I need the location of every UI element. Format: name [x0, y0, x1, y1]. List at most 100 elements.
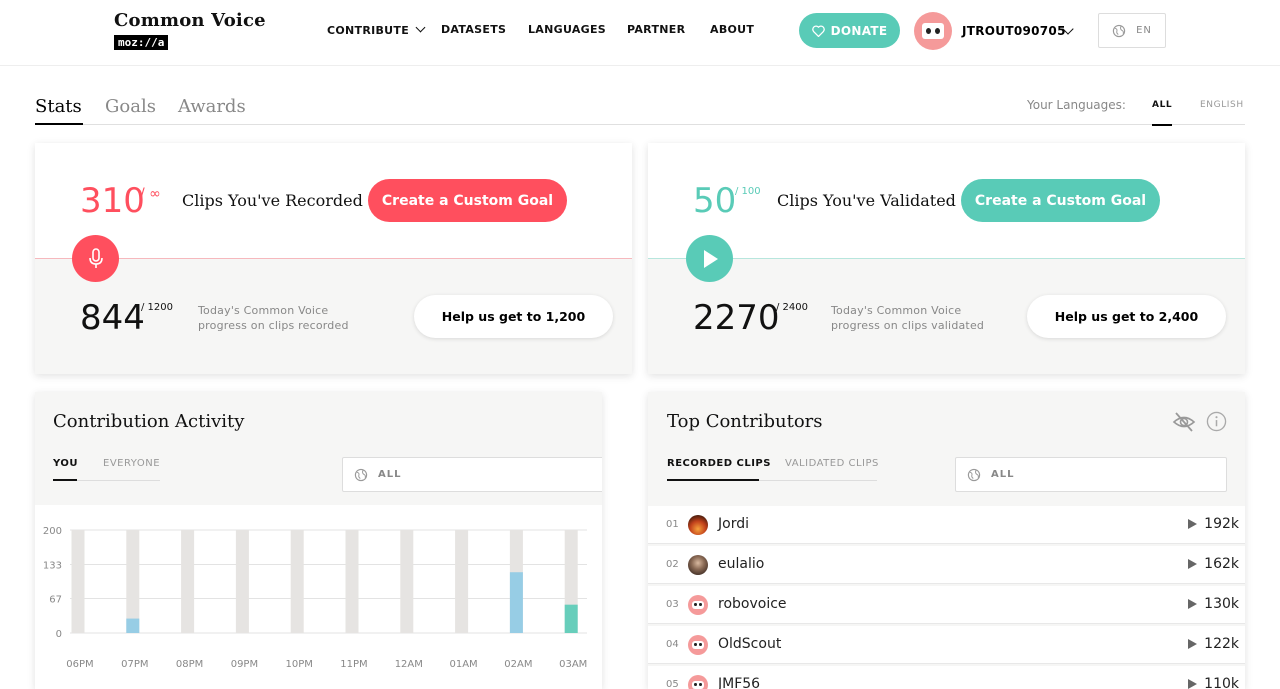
- recorded-desc-line2: progress on clips recorded: [198, 319, 349, 332]
- robot-avatar-icon: [688, 635, 708, 655]
- activity-tab-you[interactable]: YOU: [53, 458, 79, 469]
- activity-chart-area: 200 133 67 0 06PM 07PM 08PM 09PM 10PM 11PM 12AM 01A…: [35, 505, 602, 689]
- chart-y-tick-label: 0: [56, 629, 62, 640]
- chart-bar-background: [290, 530, 304, 633]
- user-avatar[interactable]: [914, 12, 952, 50]
- contributors-tab-recorded[interactable]: RECORDED CLIPS: [667, 458, 771, 469]
- contributors-tabs-line: [667, 480, 877, 481]
- validated-create-goal-button[interactable]: Create a Custom Goal: [961, 179, 1160, 222]
- chevron-down-icon: [415, 22, 426, 33]
- heart-icon: [811, 24, 825, 37]
- contributor-row[interactable]: 02 eulalio 162k: [648, 546, 1245, 584]
- chart-x-tick-label: 06PM: [66, 659, 93, 670]
- contributor-rank: 05: [666, 679, 679, 689]
- contributor-row[interactable]: 05 JMF56 110k: [648, 666, 1245, 689]
- top-contributors-panel: Top Contributors RECORDED CLIPS VALIDATE…: [648, 392, 1245, 689]
- recorded-count: 310: [80, 181, 145, 221]
- validated-label: Clips You've Validated: [777, 191, 956, 210]
- contributor-rank: 02: [666, 559, 679, 570]
- tab-goals[interactable]: Goals: [105, 96, 156, 117]
- common-voice-logo[interactable]: Common Voice moz://a: [114, 10, 266, 50]
- chart-y-tick-label: 200: [43, 526, 62, 537]
- nav-contribute-label: CONTRIBUTE: [327, 24, 410, 37]
- contributors-tab-validated[interactable]: VALIDATED CLIPS: [785, 458, 879, 469]
- contributor-name: Jordi: [718, 516, 749, 532]
- active-tab-indicator: [35, 123, 83, 125]
- microphone-icon: [88, 247, 103, 268]
- validated-progress-description: Today's Common Voice progress on clips v…: [831, 303, 984, 333]
- validate-play-button[interactable]: [686, 235, 733, 282]
- chart-bar-background: [455, 530, 469, 633]
- play-icon: [1188, 599, 1197, 609]
- mozilla-logo: moz://a: [114, 35, 169, 50]
- info-icon[interactable]: [1206, 411, 1227, 432]
- chart-x-tick-label: 02AM: [504, 659, 532, 670]
- validated-help-button[interactable]: Help us get to 2,400: [1027, 295, 1226, 338]
- contributor-rank: 04: [666, 639, 679, 650]
- contributor-name: robovoice: [718, 596, 787, 612]
- contributor-rank: 03: [666, 599, 679, 610]
- validated-desc-line1: Today's Common Voice: [831, 304, 962, 317]
- globe-icon: [354, 468, 368, 482]
- chart-y-tick-label: 133: [43, 561, 62, 572]
- recorded-stats-card: 310 / ∞ Clips You've Recorded Create a C…: [35, 143, 632, 374]
- nav-languages[interactable]: LANGUAGES: [528, 23, 607, 36]
- recorded-divider: [35, 258, 632, 259]
- recorded-progress-description: Today's Common Voice progress on clips r…: [198, 303, 349, 333]
- contributor-row[interactable]: 03 robovoice 130k: [648, 586, 1245, 624]
- nav-contribute[interactable]: CONTRIBUTE: [327, 22, 426, 37]
- username[interactable]: JTROUT090705: [962, 24, 1066, 38]
- tab-stats[interactable]: Stats: [35, 96, 82, 117]
- contributors-tab-indicator: [667, 479, 759, 481]
- locale-switcher[interactable]: EN: [1098, 13, 1166, 48]
- chart-bar-background: [71, 530, 85, 633]
- contributor-count: 192k: [1204, 516, 1239, 532]
- activity-tab-everyone[interactable]: EVERYONE: [103, 458, 161, 469]
- nav-datasets[interactable]: DATASETS: [441, 23, 507, 36]
- chart-bar: [126, 618, 140, 633]
- activity-language-filter[interactable]: ALL: [342, 457, 602, 492]
- activity-filter-value: ALL: [378, 469, 402, 480]
- top-header: Common Voice moz://a CONTRIBUTE DATASETS…: [0, 0, 1280, 66]
- chart-y-tick-label: 67: [49, 594, 62, 605]
- chart-bar-background: [126, 530, 140, 633]
- validated-progress-count: 2270: [693, 298, 780, 338]
- contribution-activity-title: Contribution Activity: [53, 411, 245, 432]
- contributor-count: 110k: [1204, 676, 1239, 689]
- contributor-row[interactable]: 01 Jordi 192k: [648, 506, 1245, 544]
- activity-bar-chart: 200 133 67 0 06PM 07PM 08PM 09PM 10PM 11PM 12AM 01A…: [43, 526, 587, 670]
- chart-x-tick-label: 07PM: [121, 659, 148, 670]
- robot-avatar-icon: [688, 675, 708, 689]
- chart-bar-background: [400, 530, 414, 633]
- your-languages-label: Your Languages:: [1027, 98, 1126, 112]
- recorded-progress-goal: / 1200: [141, 302, 173, 313]
- contributor-row[interactable]: 04 OldScout 122k: [648, 626, 1245, 664]
- logo-title: Common Voice: [114, 10, 266, 31]
- language-filter-all[interactable]: ALL: [1152, 100, 1173, 110]
- donate-button[interactable]: DONATE: [799, 13, 900, 48]
- contributors-language-filter[interactable]: ALL: [955, 457, 1227, 492]
- nav-about[interactable]: ABOUT: [710, 23, 755, 36]
- robot-face: [692, 680, 704, 689]
- chart-bar-background: [345, 530, 359, 633]
- language-filter-indicator: [1152, 124, 1172, 126]
- recorded-help-button[interactable]: Help us get to 1,200: [414, 295, 613, 338]
- nav-partner[interactable]: PARTNER: [627, 23, 686, 36]
- recorded-progress-count: 844: [80, 298, 145, 338]
- chart-x-tick-label: 12AM: [395, 659, 423, 670]
- robot-face: [692, 640, 704, 650]
- globe-icon: [1112, 24, 1126, 37]
- record-mic-button[interactable]: [72, 235, 119, 282]
- activity-tabs-line: [53, 480, 160, 481]
- language-filter-english[interactable]: ENGLISH: [1200, 100, 1244, 110]
- hide-eye-icon[interactable]: [1172, 410, 1196, 434]
- recorded-label: Clips You've Recorded: [182, 191, 363, 210]
- tab-awards[interactable]: Awards: [178, 96, 246, 117]
- recorded-create-goal-button[interactable]: Create a Custom Goal: [368, 179, 567, 222]
- chart-x-tick-label: 10PM: [286, 659, 313, 670]
- play-icon: [703, 249, 718, 268]
- robot-avatar-icon: [921, 22, 945, 40]
- validated-desc-line2: progress on clips validated: [831, 319, 985, 332]
- contributor-count: 162k: [1204, 556, 1239, 572]
- activity-tab-indicator: [53, 479, 77, 481]
